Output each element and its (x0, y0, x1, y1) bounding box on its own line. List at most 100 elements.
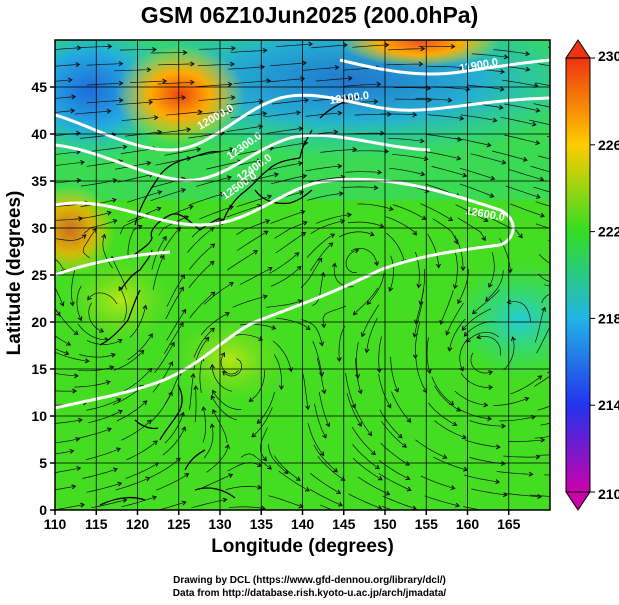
streamline-arrow (220, 352, 225, 357)
streamline-arrow (536, 514, 540, 518)
streamline (240, 453, 272, 470)
streamline (276, 43, 313, 47)
streamline-arrow (386, 403, 392, 409)
streamline-arrow (447, 346, 453, 352)
streamline (529, 119, 550, 126)
streamline (55, 504, 85, 510)
streamline (391, 153, 428, 160)
streamline-arrow (531, 121, 537, 127)
x-tick-label: 110 (44, 516, 67, 532)
streamline-arrow (190, 61, 195, 67)
streamline-arrow (190, 372, 196, 378)
streamline (348, 493, 382, 509)
streamline (211, 395, 237, 421)
streamline-arrow (501, 159, 507, 165)
streamline (212, 409, 228, 443)
streamline (378, 336, 382, 373)
streamline (448, 318, 466, 351)
streamline-arrow (495, 479, 501, 485)
temperature-field (55, 40, 550, 510)
streamline (126, 440, 158, 461)
streamline (357, 476, 390, 495)
streamline-arrow (148, 333, 153, 339)
streamline-arrow (476, 334, 482, 340)
streamline (236, 220, 270, 235)
y-tick-label: 30 (31, 220, 47, 236)
streamline (530, 494, 550, 497)
streamline-arrow (406, 486, 412, 492)
streamline-arrow (380, 130, 385, 136)
streamline (86, 63, 123, 66)
streamline (116, 400, 147, 422)
streamline-arrow (495, 444, 501, 450)
streamline (270, 210, 305, 224)
streamline (125, 462, 159, 479)
streamline-arrow (321, 323, 327, 329)
streamline (55, 258, 65, 273)
streamline-arrow (461, 434, 467, 440)
streamline-arrow (461, 325, 467, 331)
streamline (55, 96, 76, 99)
streamline (537, 405, 550, 411)
streamline-arrow (77, 316, 83, 322)
streamline-arrow (302, 173, 308, 179)
streamline-arrow (201, 405, 207, 411)
streamline (385, 216, 417, 236)
streamline-arrow (412, 112, 418, 118)
streamline (414, 301, 423, 337)
streamline (273, 354, 282, 390)
streamline (338, 325, 346, 362)
streamline (301, 319, 323, 346)
streamline (302, 66, 339, 71)
streamline-arrow (355, 373, 361, 379)
streamline (344, 83, 381, 87)
streamline (310, 44, 347, 49)
streamline-arrow (251, 432, 257, 438)
streamline (345, 249, 359, 273)
streamline (189, 243, 215, 270)
y-tick-label: 0 (39, 502, 47, 518)
streamline-arrow (145, 476, 151, 482)
streamline-arrow (294, 252, 300, 257)
y-tick-label: 20 (31, 314, 47, 330)
streamline-arrow (67, 77, 73, 83)
streamline (367, 272, 385, 305)
streamline (154, 128, 191, 135)
streamline (206, 160, 242, 170)
streamline-arrow (459, 115, 465, 121)
streamline (55, 390, 76, 392)
streamline-arrow (357, 421, 362, 427)
streamline-arrow (139, 349, 145, 355)
streamline-arrow (412, 230, 417, 236)
x-axis-ticks: 110 115 120 125 130 135 140 145 150 155 160 165 (44, 510, 521, 532)
streamline (198, 47, 235, 50)
streamline-arrow (300, 76, 306, 82)
streamline (341, 186, 378, 189)
streamline (456, 407, 492, 420)
streamline-arrow (87, 295, 92, 301)
streamline (187, 227, 214, 253)
streamline (415, 358, 427, 393)
streamline-arrow (73, 330, 79, 336)
streamline-arrow (337, 110, 343, 116)
streamline-arrow (375, 464, 380, 470)
streamline-arrow (186, 127, 192, 133)
streamline-arrow (338, 191, 344, 197)
streamline (272, 340, 292, 372)
streamline (264, 112, 301, 118)
streamline (86, 398, 121, 411)
streamline-arrow (397, 433, 403, 439)
streamline-arrow (106, 108, 112, 114)
streamline (86, 99, 123, 104)
streamline-arrow (488, 384, 494, 390)
streamline-arrow (184, 473, 190, 478)
streamline-arrow (373, 261, 380, 267)
streamline (505, 185, 540, 198)
streamline (425, 134, 462, 141)
colorbar-tick-label: 218 (598, 310, 619, 326)
streamline-arrow (75, 62, 81, 68)
streamline-arrow (170, 341, 175, 347)
streamline-arrow (453, 239, 459, 245)
streamline-arrow (106, 210, 112, 216)
